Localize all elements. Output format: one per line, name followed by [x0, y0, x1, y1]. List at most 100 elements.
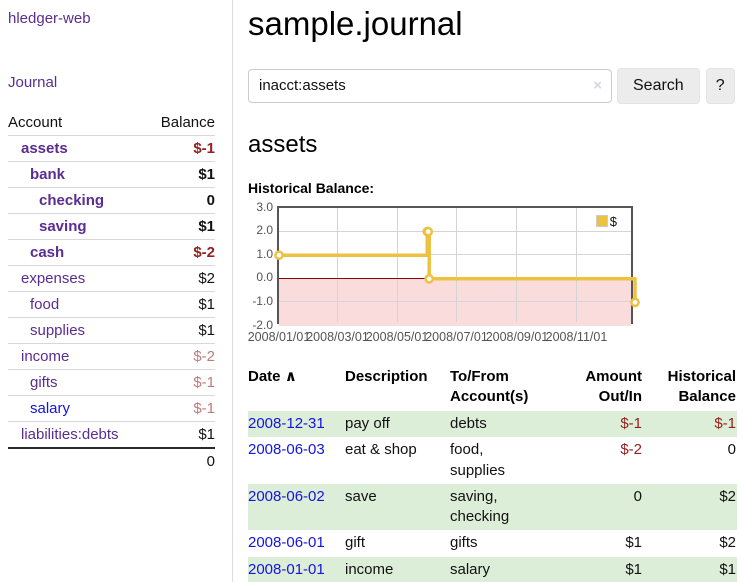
account-row: liabilities:debts $1: [8, 421, 215, 449]
register-balance-cell: $2: [719, 534, 736, 552]
accounts-header-account: Account: [8, 110, 147, 136]
account-link[interactable]: bank: [30, 166, 66, 183]
help-button[interactable]: ?: [705, 67, 735, 104]
account-link[interactable]: saving: [39, 218, 87, 235]
accounts-total-spacer: [8, 447, 147, 474]
account-cell: assets: [8, 135, 147, 162]
account-link[interactable]: expenses: [21, 270, 86, 287]
account-link[interactable]: salary: [30, 400, 71, 417]
register-amount-cell: 0: [550, 483, 642, 531]
legend-label: $: [609, 213, 617, 229]
search-button[interactable]: Search: [617, 67, 700, 104]
accounts-total-row: 0: [8, 447, 215, 474]
transaction-date-link[interactable]: 2008-06-02: [248, 487, 325, 505]
balance-step-line: [274, 226, 640, 307]
account-balance: $-2: [146, 239, 215, 266]
register-header-date[interactable]: Date ∧: [248, 367, 297, 385]
search-input[interactable]: [248, 68, 612, 103]
account-link[interactable]: cash: [30, 244, 65, 261]
transaction-date-link[interactable]: 2008-12-31: [248, 415, 325, 433]
historical-balance-chart: 3.0 2.0 1.0 0.0 -1.0 -2.0 $ 2008/01/01 2008/03…: [248, 200, 742, 344]
account-balance: $1: [146, 291, 215, 318]
account-link[interactable]: food: [30, 296, 60, 313]
sidebar: hledger-web Journal Account Balance asse…: [0, 0, 233, 582]
account-cell: checking: [8, 187, 147, 214]
data-point-marker: [423, 226, 434, 237]
transaction-date-link[interactable]: 2008-06-01: [248, 534, 325, 552]
v-gridline: [575, 207, 577, 322]
account-balance: $2: [146, 265, 215, 292]
register-row: 2008-12-31 pay off debts $-1 $-1: [248, 411, 737, 438]
x-tick-label: 2008/03/01: [306, 329, 369, 344]
chart-legend: $: [594, 212, 618, 230]
register-balance-cell: $1: [642, 556, 737, 582]
account-row: checking 0: [8, 187, 215, 214]
register-amount-cell: $-2: [620, 441, 642, 459]
transaction-date-link[interactable]: 2008-01-01: [248, 560, 325, 578]
account-balance: 0: [146, 187, 215, 214]
v-gridline: [516, 207, 518, 322]
account-link[interactable]: gifts: [30, 374, 58, 391]
register-row: 2008-01-01 income salary $1 $1: [248, 556, 737, 582]
register-description-cell: gift: [345, 534, 366, 552]
account-heading: assets: [248, 130, 318, 158]
x-tick-label: 2008/05/01: [365, 329, 429, 344]
x-tick-label: 2008/01/01: [247, 329, 311, 344]
register-balance-cell: $2: [642, 483, 737, 531]
account-cell: income: [8, 343, 147, 370]
register-table: Date ∧ Description To/From Account(s) Am…: [248, 365, 737, 582]
register-description-cell: eat & shop: [345, 441, 417, 459]
account-row: supplies $1: [8, 317, 215, 344]
register-balance-cell: 0: [727, 441, 736, 459]
y-tick-label: 3.0: [256, 199, 273, 214]
register-date-cell: 2008-12-31: [248, 411, 345, 438]
register-date-cell: 2008-01-01: [248, 556, 345, 582]
register-description-cell: income: [345, 556, 450, 582]
account-cell: salary: [8, 395, 147, 422]
sidebar-item-journal[interactable]: Journal: [8, 74, 58, 91]
register-date-cell: 2008-06-03: [248, 437, 345, 484]
account-link[interactable]: assets: [21, 140, 68, 157]
account-balance: $1: [146, 161, 215, 188]
account-link[interactable]: income: [21, 348, 70, 365]
register-date-cell: 2008-06-01: [248, 530, 345, 556]
account-balance: $-1: [146, 135, 215, 162]
y-tick-label: 0.0: [256, 270, 273, 285]
register-amount-cell: $1: [625, 534, 642, 552]
register-description-cell: save: [345, 483, 450, 531]
chart-plot-area: $: [274, 205, 640, 326]
app-title-link[interactable]: hledger-web: [8, 10, 91, 27]
account-link[interactable]: checking: [39, 192, 105, 209]
accounts-total-value: 0: [146, 447, 215, 474]
account-cell: supplies: [8, 317, 147, 344]
y-tick-label: 2.0: [256, 223, 273, 238]
data-point-marker: [274, 249, 284, 260]
y-tick-label: -2.0: [252, 317, 273, 332]
account-balance: $-1: [146, 395, 215, 422]
v-gridline: [337, 207, 339, 322]
sort-ascending-icon: ∧: [284, 367, 297, 385]
clear-search-icon[interactable]: ×: [593, 76, 602, 94]
y-tick-label: -1.0: [252, 293, 273, 308]
v-gridline: [456, 207, 457, 322]
account-link[interactable]: liabilities:debts: [21, 426, 119, 443]
v-gridline: [396, 207, 398, 322]
x-tick-label: 2008/07/01: [425, 329, 488, 344]
register-account-cell: gifts: [450, 534, 478, 552]
register-amount-cell: $-1: [550, 411, 642, 438]
register-row: 2008-06-02 save saving, checking 0 $2: [248, 483, 737, 531]
h-gridline: [279, 254, 631, 256]
register-account-cell: saving, checking: [450, 483, 550, 531]
account-link[interactable]: supplies: [30, 322, 86, 339]
data-point-marker: [424, 273, 435, 284]
account-balance: $-1: [146, 369, 215, 396]
transaction-date-link[interactable]: 2008-06-03: [248, 441, 325, 459]
register-row: 2008-06-03 eat & shop food, supplies $-2 0: [248, 437, 737, 484]
account-row: bank $1: [8, 161, 215, 188]
account-balance: $1: [146, 213, 215, 240]
account-cell: food: [8, 291, 147, 318]
accounts-table: Account Balance assets $-1 bank $1 checking 0…: [8, 110, 215, 474]
register-header-balance: Historical Balance: [667, 367, 736, 405]
register-date-cell: 2008-06-02: [248, 483, 345, 531]
